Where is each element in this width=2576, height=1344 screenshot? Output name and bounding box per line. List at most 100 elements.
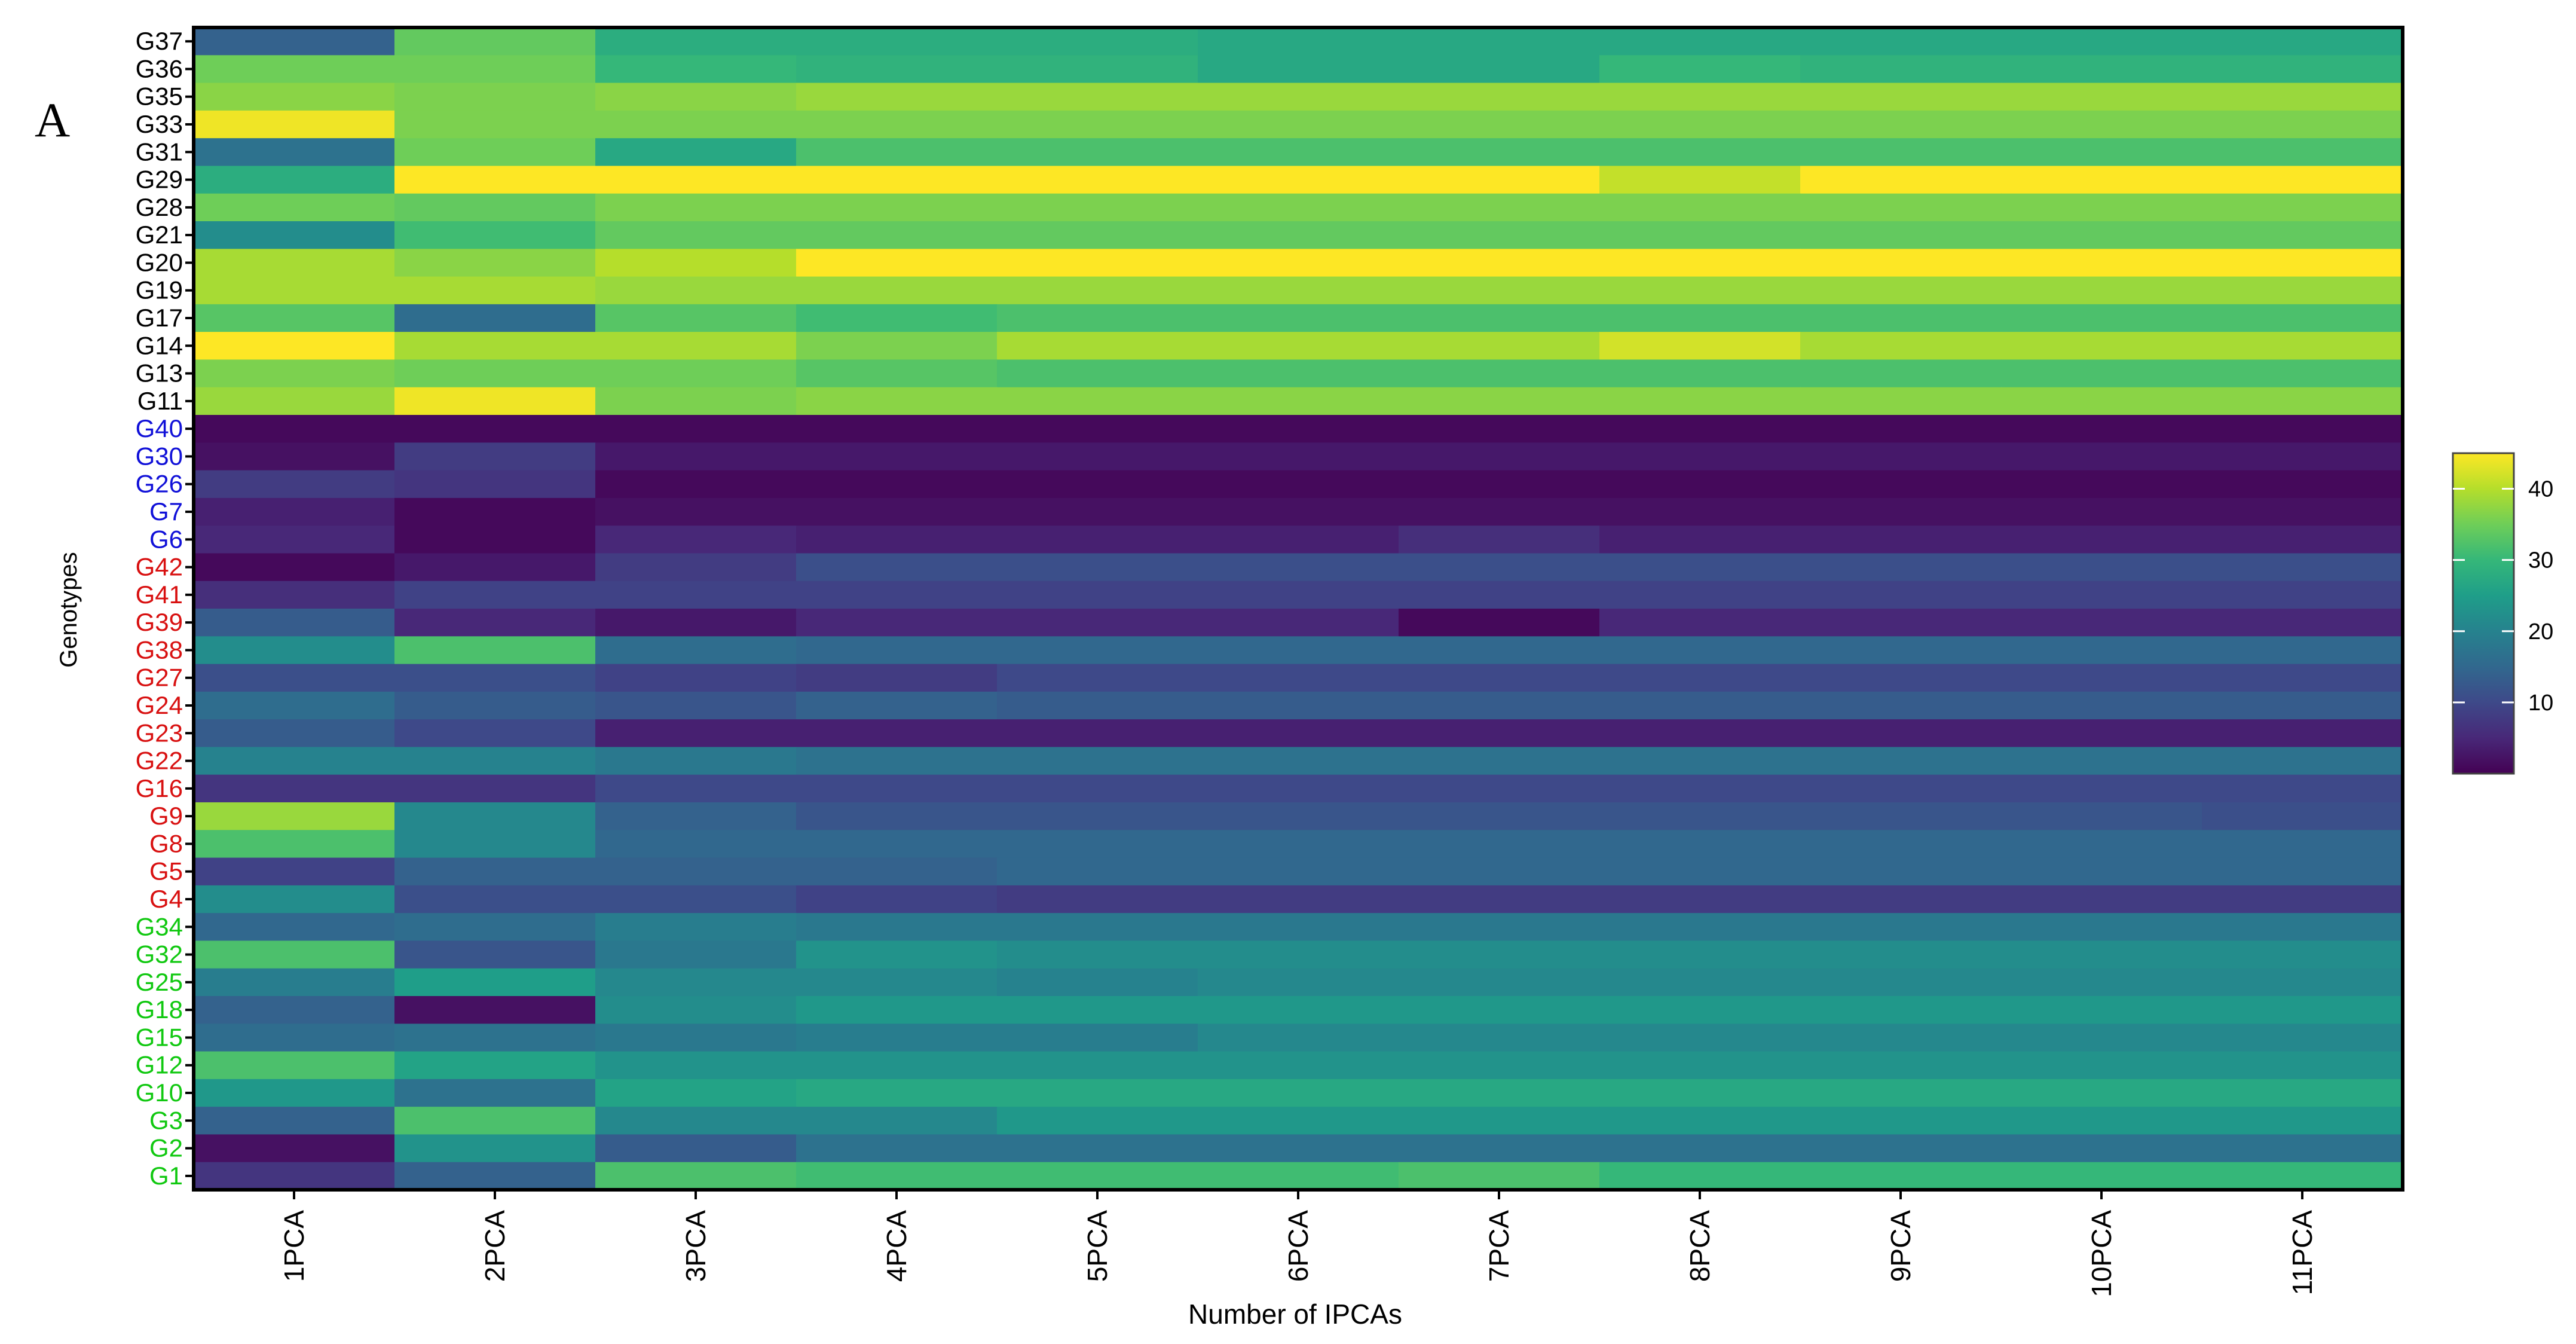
heatmap-cell <box>796 110 998 139</box>
heatmap-cell <box>997 138 1198 167</box>
heatmap-cell <box>1800 359 2002 388</box>
row-label: G17 <box>136 304 183 332</box>
heatmap-cell <box>1599 719 1801 748</box>
heatmap-cell <box>394 470 596 499</box>
heatmap-cell <box>2001 802 2202 830</box>
heatmap-cell <box>1198 193 1399 222</box>
row-label: G20 <box>136 248 183 276</box>
heatmap-cell <box>1599 83 1801 111</box>
heatmap-cell <box>194 1134 395 1163</box>
heatmap-cell <box>997 110 1198 139</box>
heatmap-cell <box>394 387 596 416</box>
colorbar-tick-label: 30 <box>2528 548 2553 573</box>
heatmap-cell <box>1800 276 2002 305</box>
heatmap-cell <box>194 1162 395 1190</box>
heatmap-cell <box>194 332 395 361</box>
heatmap-cell <box>394 1024 596 1052</box>
heatmap-cell <box>1399 1079 1600 1107</box>
heatmap-cell <box>394 940 596 969</box>
heatmap-cell <box>1800 470 2002 499</box>
heatmap-cell <box>595 526 797 554</box>
heatmap-cell <box>1599 28 1801 56</box>
y-axis-title: Genotypes <box>56 552 82 667</box>
heatmap-cell <box>394 802 596 830</box>
row-label: G42 <box>136 553 183 581</box>
row-label: G1 <box>149 1162 183 1190</box>
heatmap-cell <box>1800 304 2002 332</box>
heatmap-cell <box>595 1024 797 1052</box>
heatmap-cell <box>1800 83 2002 111</box>
heatmap-cell <box>1800 1024 2002 1052</box>
heatmap-cell <box>997 885 1198 914</box>
heatmap-cell <box>997 1024 1198 1052</box>
column-label: 3PCA <box>680 1210 711 1282</box>
heatmap-cell <box>1399 470 1600 499</box>
heatmap-cell <box>1399 747 1600 775</box>
row-label: G27 <box>136 664 183 692</box>
heatmap-cell <box>1399 221 1600 249</box>
heatmap-cell <box>194 138 395 167</box>
colorbar-tick-label: 20 <box>2528 619 2553 644</box>
heatmap-cell <box>1399 1162 1600 1190</box>
heatmap-cell <box>1800 193 2002 222</box>
heatmap-cell <box>997 249 1198 277</box>
heatmap-cell <box>2202 664 2403 692</box>
heatmap-cell <box>394 691 596 720</box>
heatmap-cell <box>1198 387 1399 416</box>
heatmap-cell <box>997 526 1198 554</box>
heatmap-cell <box>2001 719 2202 748</box>
heatmap-cell <box>997 581 1198 609</box>
heatmap-cell <box>394 747 596 775</box>
heatmap-cell <box>1198 1162 1399 1190</box>
heatmap-cell <box>595 387 797 416</box>
heatmap-cell <box>1399 885 1600 914</box>
heatmap-cell <box>595 55 797 84</box>
heatmap-cell <box>595 609 797 637</box>
heatmap-cell <box>1399 83 1600 111</box>
heatmap-cell <box>194 885 395 914</box>
heatmap-cell <box>2202 857 2403 886</box>
heatmap-cell <box>1599 1162 1801 1190</box>
heatmap-cell <box>997 968 1198 997</box>
heatmap-cell <box>1399 415 1600 443</box>
heatmap-cell <box>1399 110 1600 139</box>
heatmap-cell <box>2001 830 2202 859</box>
heatmap-cell <box>2202 719 2403 748</box>
heatmap-cell <box>796 193 998 222</box>
heatmap-cell <box>1599 664 1801 692</box>
heatmap-cell <box>595 249 797 277</box>
heatmap-cell <box>997 913 1198 942</box>
heatmap-cell <box>394 609 596 637</box>
heatmap-cell <box>1399 636 1600 665</box>
heatmap-cell <box>2001 553 2202 582</box>
heatmap-cell <box>394 553 596 582</box>
heatmap-cell <box>997 719 1198 748</box>
heatmap-cell <box>796 1024 998 1052</box>
heatmap-cell <box>1800 526 2002 554</box>
heatmap-cell <box>1800 55 2002 84</box>
heatmap-cell <box>1800 885 2002 914</box>
row-label: G28 <box>136 193 183 221</box>
heatmap-cell <box>2202 359 2403 388</box>
heatmap-cell <box>595 691 797 720</box>
heatmap-cell <box>194 719 395 748</box>
heatmap-cell <box>2202 442 2403 471</box>
heatmap-cell <box>796 415 998 443</box>
heatmap-cell <box>1399 332 1600 361</box>
row-label: G14 <box>136 331 183 359</box>
heatmap-cell <box>1198 470 1399 499</box>
heatmap-cell <box>595 857 797 886</box>
heatmap-cell <box>394 359 596 388</box>
row-label: G3 <box>149 1106 183 1134</box>
heatmap-cell <box>1599 774 1801 803</box>
heatmap-cell <box>997 28 1198 56</box>
heatmap-cell <box>194 802 395 830</box>
heatmap-cell <box>2202 747 2403 775</box>
heatmap-cell <box>194 166 395 194</box>
heatmap-cell <box>1599 691 1801 720</box>
heatmap-cell <box>194 1079 395 1107</box>
column-label: 9PCA <box>1885 1210 1916 1282</box>
heatmap-cell <box>997 609 1198 637</box>
heatmap-cell <box>1399 359 1600 388</box>
heatmap-cell <box>1198 719 1399 748</box>
